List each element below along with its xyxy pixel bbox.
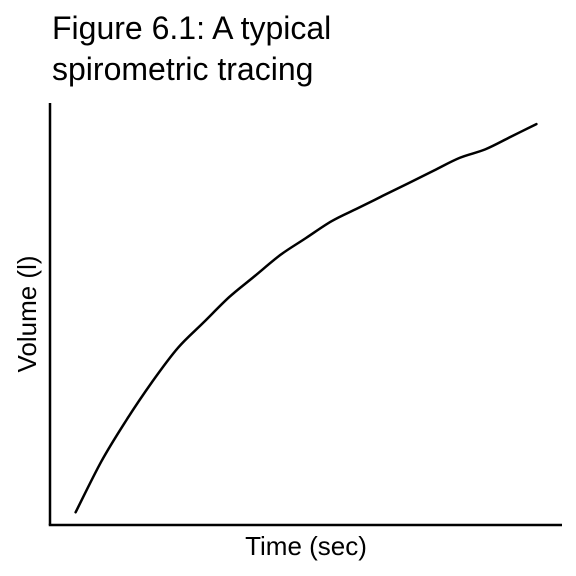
spirometric-curve [74,122,538,514]
y-axis-label: Volume (l) [12,255,42,372]
chart-title-line-1: Figure 6.1: A typical [52,10,331,46]
x-axis-label: Time (sec) [245,531,367,561]
chart-title-line-2: spirometric tracing [52,51,313,87]
